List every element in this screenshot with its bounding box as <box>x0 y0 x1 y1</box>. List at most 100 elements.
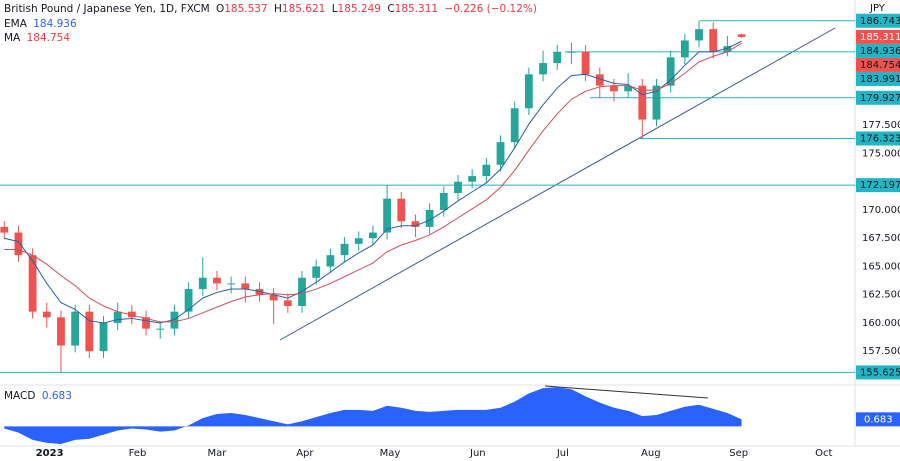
legend-name: MA <box>4 32 21 44</box>
x-tick-label: May <box>380 448 401 459</box>
candle-body <box>468 176 477 182</box>
candle-body <box>369 232 377 239</box>
x-tick-label: Jul <box>556 448 569 459</box>
ma-line <box>4 42 742 323</box>
candle-body <box>170 311 179 329</box>
legend-ema: EMA 184.936 <box>4 18 80 30</box>
x-tick-label: Feb <box>129 448 147 459</box>
macd-divergence-line <box>544 385 709 399</box>
ohlc-prefix: C <box>387 3 395 15</box>
candle-body <box>638 85 647 120</box>
candle-body <box>581 51 590 75</box>
candle-body <box>553 51 562 64</box>
candle-body <box>71 311 80 346</box>
trend-line <box>279 27 836 341</box>
candle-body <box>524 74 533 109</box>
candle-body <box>326 255 335 267</box>
candle-body <box>142 317 150 329</box>
ohlc-value: 185.621 <box>281 3 326 15</box>
y-tick-label: 170.000 <box>862 205 900 216</box>
candle-body <box>439 193 448 210</box>
price-tag: 186.743 <box>860 16 900 27</box>
price-tag: 176.323 <box>860 134 900 145</box>
candle-body <box>595 74 604 86</box>
x-tick-label: Jun <box>469 448 486 459</box>
currency-label: JPY <box>869 3 886 14</box>
candle-body <box>156 328 165 330</box>
legend-macd: MACD 0.683 <box>4 390 75 402</box>
price-tag-bg <box>856 71 900 86</box>
ohlc-value: 185.311 <box>394 3 439 15</box>
candle-body <box>539 63 547 75</box>
change: −0.226 (−0.12%) <box>444 3 537 15</box>
candle-body <box>213 277 221 284</box>
candle-body <box>695 29 703 41</box>
y-tick-label: 160.000 <box>862 318 900 329</box>
candle-body <box>666 57 675 86</box>
candle-body <box>454 181 462 194</box>
candle-body <box>624 85 633 92</box>
candle-body <box>567 51 576 53</box>
legend-ma: MA 184.754 <box>4 32 73 44</box>
y-tick-label: 157.500 <box>862 346 900 357</box>
macd-area <box>4 387 742 444</box>
candle-body <box>227 283 236 285</box>
candle-body <box>298 277 306 307</box>
candle-body <box>57 317 65 346</box>
candle-body <box>184 289 193 312</box>
candle-body <box>241 283 250 290</box>
ohlc-prefix: L <box>331 3 338 15</box>
y-tick-label: 167.500 <box>862 233 900 244</box>
candle-body <box>737 34 746 37</box>
legend-value: 0.683 <box>41 390 72 402</box>
candle-body <box>113 311 122 323</box>
candle-body <box>269 294 278 301</box>
candle-body <box>283 300 292 307</box>
legend-value: 184.754 <box>26 32 71 44</box>
price-tag: 179.927 <box>860 93 900 104</box>
price-tag-bg <box>856 29 900 44</box>
candle-body <box>255 289 264 295</box>
price-tag-bg <box>856 13 900 28</box>
candle-body <box>14 232 23 256</box>
y-tick-label: 177.500 <box>862 120 900 131</box>
x-tick-label: Oct <box>815 448 832 459</box>
price-tag-bg <box>856 365 900 380</box>
y-tick-label: 165.000 <box>862 261 900 272</box>
legend-name: MACD <box>4 390 36 402</box>
candle-body <box>85 311 94 352</box>
price-tag-bg <box>856 57 900 72</box>
y-tick-label: 175.000 <box>862 148 900 159</box>
x-tick-label: Aug <box>641 448 661 459</box>
candle-body <box>425 209 434 227</box>
ohlc-value: 185.249 <box>337 3 381 15</box>
candle-body <box>723 46 732 52</box>
x-tick-label: Apr <box>296 448 314 459</box>
price-tag-bg <box>856 43 900 58</box>
price-tag-bg <box>856 131 900 146</box>
legend-value: 184.936 <box>33 18 77 30</box>
candle-body <box>496 142 505 165</box>
symbol-title: British Pound / Japanese Yen, 1D, FXCM <box>4 3 210 15</box>
candle-body <box>42 311 51 318</box>
price-tag-bg <box>856 178 900 193</box>
candle-body <box>510 108 519 143</box>
candle-body <box>354 238 363 244</box>
ohlc-value: 185.537 <box>224 3 268 15</box>
candle-body <box>127 311 136 318</box>
price-tag: 184.754 <box>860 60 900 71</box>
x-tick-label: 2023 <box>36 448 64 459</box>
price-tag: 185.311 <box>860 32 900 43</box>
legend-name: EMA <box>4 18 27 30</box>
price-tag: 155.625 <box>860 367 900 378</box>
candle-body <box>411 221 420 227</box>
macd-tag: 0.683 <box>864 414 893 425</box>
candle-body <box>0 226 9 233</box>
candle-body <box>312 266 321 278</box>
candle-body <box>99 322 108 352</box>
candle-body <box>610 85 618 92</box>
candle-body <box>397 198 406 222</box>
macd-tag-bg <box>856 412 900 427</box>
